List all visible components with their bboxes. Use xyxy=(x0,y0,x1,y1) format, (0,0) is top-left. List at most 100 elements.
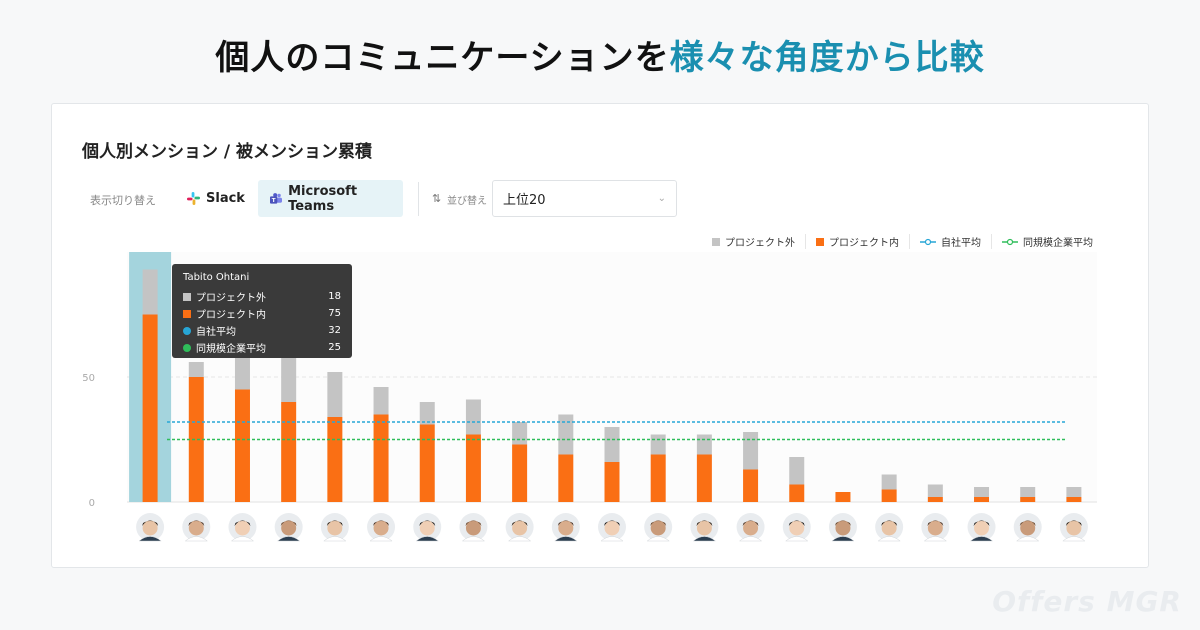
bar-outside xyxy=(696,434,712,455)
avatar xyxy=(413,513,442,542)
chart-card: 個人別メンション / 被メンション累積 表示切り替え Slack T Micro… xyxy=(51,103,1149,568)
bar-inside xyxy=(743,469,759,502)
legend-label-company-avg: 自社平均 xyxy=(941,238,981,249)
headline-main: 個人のコミュニケーションを xyxy=(215,38,670,78)
tooltip-row-label: 同規模企業平均 xyxy=(196,344,266,355)
bar-outside xyxy=(743,432,759,470)
avatar xyxy=(828,513,857,542)
bar-outside xyxy=(881,474,897,490)
tooltip-row-label: 自社平均 xyxy=(196,327,236,338)
avatar xyxy=(782,513,811,542)
avatar xyxy=(644,513,673,542)
tooltip-swatch xyxy=(183,309,191,318)
bar-inside xyxy=(465,434,481,502)
bar-inside xyxy=(373,414,389,502)
bar-outside xyxy=(604,427,620,462)
tooltip-swatch xyxy=(183,292,191,301)
teams-label: Microsoft Teams xyxy=(288,183,358,214)
headline-accent: 様々な角度から比較 xyxy=(669,38,985,78)
bar-inside xyxy=(881,489,897,502)
bar-inside xyxy=(1020,497,1036,502)
sort-select[interactable]: 上位20 ⌄ xyxy=(492,180,677,217)
bar-inside xyxy=(281,402,297,502)
tooltip-row-value: 18 xyxy=(328,291,341,302)
bar-inside xyxy=(419,424,435,502)
avatar xyxy=(598,513,626,542)
legend-item-peer-avg[interactable]: 同規模企業平均 xyxy=(991,234,1103,249)
tooltip-swatch xyxy=(183,326,191,335)
bar-inside xyxy=(327,417,343,502)
teams-button[interactable]: T Microsoft Teams xyxy=(258,180,403,217)
sort-icon: ⇅ xyxy=(432,192,442,205)
sort-label: 並び替え xyxy=(447,196,487,207)
avatar xyxy=(551,513,580,542)
switch-label: 表示切り替え xyxy=(90,194,156,207)
bar-inside xyxy=(142,314,158,502)
tooltip-row: プロジェクト内 75 xyxy=(183,305,341,322)
legend-label-outside: プロジェクト外 xyxy=(725,238,795,249)
tooltip-swatch xyxy=(183,343,191,352)
tooltip-row: プロジェクト外 18 xyxy=(183,288,341,305)
slack-button[interactable]: Slack xyxy=(175,180,257,217)
avatar xyxy=(320,513,349,542)
avatar xyxy=(967,513,996,542)
legend-item-outside[interactable]: プロジェクト外 xyxy=(702,234,805,249)
bar-inside xyxy=(927,497,943,502)
tooltip-row-value: 75 xyxy=(328,308,341,319)
bar-inside xyxy=(558,454,574,502)
bar-inside xyxy=(188,377,204,502)
avatar xyxy=(1059,513,1088,542)
bar-outside xyxy=(650,434,666,455)
bar-inside xyxy=(234,389,250,502)
bar-inside xyxy=(650,454,666,502)
teams-icon: T xyxy=(270,193,283,204)
bar-outside xyxy=(1066,487,1082,497)
legend-item-company-avg[interactable]: 自社平均 xyxy=(909,234,991,249)
bar-outside xyxy=(789,457,805,485)
tooltip-row: 自社平均 32 xyxy=(183,322,341,339)
legend-swatch-inside xyxy=(816,237,824,246)
bar-inside xyxy=(696,454,712,502)
toolbar-divider xyxy=(418,182,419,216)
tooltip-row: 同規模企業平均 25 xyxy=(183,339,341,356)
bar-outside xyxy=(327,372,343,417)
legend-line-peer-avg xyxy=(1002,238,1018,245)
toolbar: 表示切り替え Slack T Microsoft Teams ⇅ 並び替え xyxy=(82,180,1122,218)
bar-inside xyxy=(835,492,851,502)
svg-text:T: T xyxy=(272,198,276,204)
slack-icon xyxy=(187,192,200,205)
avatar xyxy=(228,513,257,542)
avatar xyxy=(505,513,534,542)
bar-inside xyxy=(512,444,528,502)
bar-outside xyxy=(558,414,574,455)
avatar xyxy=(921,513,950,542)
chart-legend: プロジェクト外 プロジェクト内 自社平均 同規模企業平均 xyxy=(702,234,1103,249)
headline: 個人のコミュニケーションを様々な角度から比較 xyxy=(0,30,1200,79)
bar-outside xyxy=(188,362,204,377)
avatar xyxy=(459,513,488,542)
legend-label-peer-avg: 同規模企業平均 xyxy=(1023,238,1093,249)
avatar xyxy=(690,513,719,542)
tooltip-row-label: プロジェクト内 xyxy=(196,310,266,321)
avatar xyxy=(182,513,211,542)
y-tick-label: 50 xyxy=(82,373,95,384)
legend-label-inside: プロジェクト内 xyxy=(829,238,899,249)
bar-outside xyxy=(512,422,528,445)
legend-item-inside[interactable]: プロジェクト内 xyxy=(805,234,909,249)
y-tick-label: 0 xyxy=(89,498,95,509)
avatar xyxy=(136,513,165,542)
watermark: Offers MGR xyxy=(992,585,1182,618)
bar-inside xyxy=(1066,497,1082,502)
tooltip-row-value: 32 xyxy=(328,325,341,336)
avatar xyxy=(875,513,904,542)
bar-outside xyxy=(1020,487,1036,497)
bar-outside xyxy=(281,357,297,402)
bar-inside xyxy=(974,497,990,502)
bar-outside xyxy=(927,484,943,497)
bar-outside xyxy=(465,399,481,435)
bar-outside xyxy=(419,402,435,425)
avatar xyxy=(736,513,765,542)
tooltip-title: Tabito Ohtani xyxy=(183,272,250,283)
avatar xyxy=(367,513,396,542)
legend-line-company-avg xyxy=(920,238,936,245)
